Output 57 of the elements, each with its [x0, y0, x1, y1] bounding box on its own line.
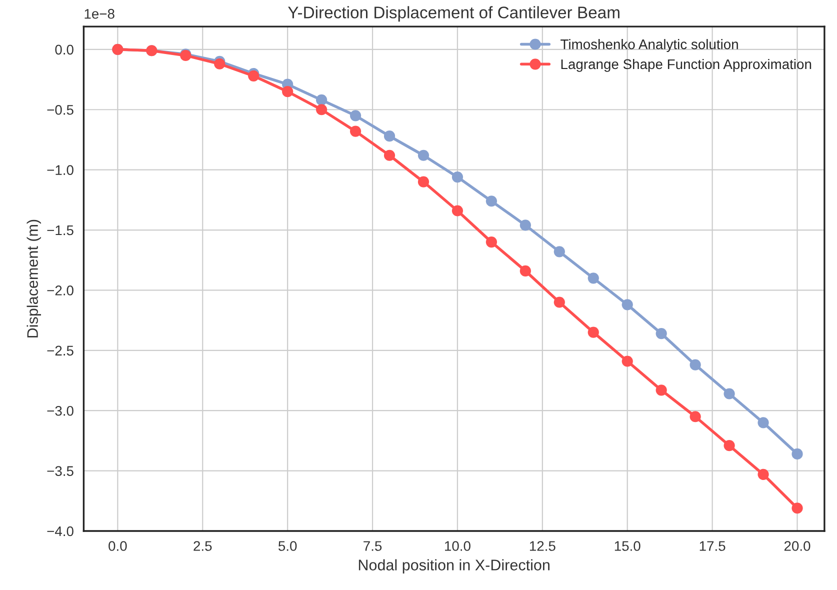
chart-title: Y-Direction Displacement of Cantilever Beam	[288, 6, 620, 22]
y-axis-title: Displacement (m)	[26, 220, 42, 338]
y-tick-label: −1.0	[47, 165, 74, 175]
text: 1e−8	[84, 8, 114, 19]
x-tick-label: 17.5	[700, 541, 726, 551]
point	[792, 448, 803, 460]
point	[656, 328, 667, 340]
point	[350, 110, 362, 122]
legend-label: Lagrange Shape Function Approximation	[561, 58, 812, 72]
y-tick-label: −3.0	[47, 406, 74, 416]
y-tick-label: −4.0	[47, 526, 74, 536]
point	[486, 196, 498, 207]
y-tick-label: −3.5	[47, 466, 74, 476]
point	[520, 220, 531, 231]
point	[622, 356, 633, 367]
point	[350, 126, 362, 137]
point	[758, 417, 769, 428]
point	[214, 58, 226, 70]
x-tick-label: 5.0	[278, 541, 297, 551]
point	[384, 130, 396, 142]
point	[384, 150, 396, 161]
point	[520, 265, 531, 277]
y-tick-label: −1.5	[47, 225, 74, 236]
y-tick-label: −2.0	[47, 286, 74, 296]
x-tick-label: 2.5	[194, 541, 212, 551]
x-tick-label: 0.0	[108, 541, 127, 551]
point	[248, 70, 260, 82]
point	[724, 388, 735, 400]
y-tick-label: −2.5	[47, 346, 74, 356]
point	[758, 468, 769, 480]
x-tick-label: 12.5	[530, 541, 556, 551]
point	[418, 150, 430, 161]
point	[452, 171, 464, 183]
x-tick-label: 7.5	[364, 541, 382, 551]
point	[452, 205, 464, 216]
y-tick-label: 0.0	[55, 44, 74, 55]
point	[656, 384, 667, 396]
point	[690, 411, 701, 422]
x-tick-label: 20.0	[784, 541, 810, 551]
point	[418, 176, 430, 188]
point	[588, 326, 599, 338]
point	[588, 272, 599, 284]
point	[316, 94, 328, 106]
legend-label: Timoshenko Analytic solution	[560, 39, 738, 52]
point	[622, 299, 633, 310]
point	[724, 440, 735, 452]
point	[316, 104, 328, 116]
y-tick-label: −0.5	[47, 104, 74, 115]
point	[554, 296, 565, 308]
x-tick-label: 10.0	[445, 541, 470, 551]
point	[554, 246, 565, 258]
point	[486, 236, 498, 248]
x-axis-title: Nodal position in X-Direction	[358, 559, 550, 574]
x-tick-label: 15.0	[614, 541, 640, 551]
point	[282, 86, 294, 98]
point	[792, 502, 803, 514]
point	[690, 359, 701, 370]
